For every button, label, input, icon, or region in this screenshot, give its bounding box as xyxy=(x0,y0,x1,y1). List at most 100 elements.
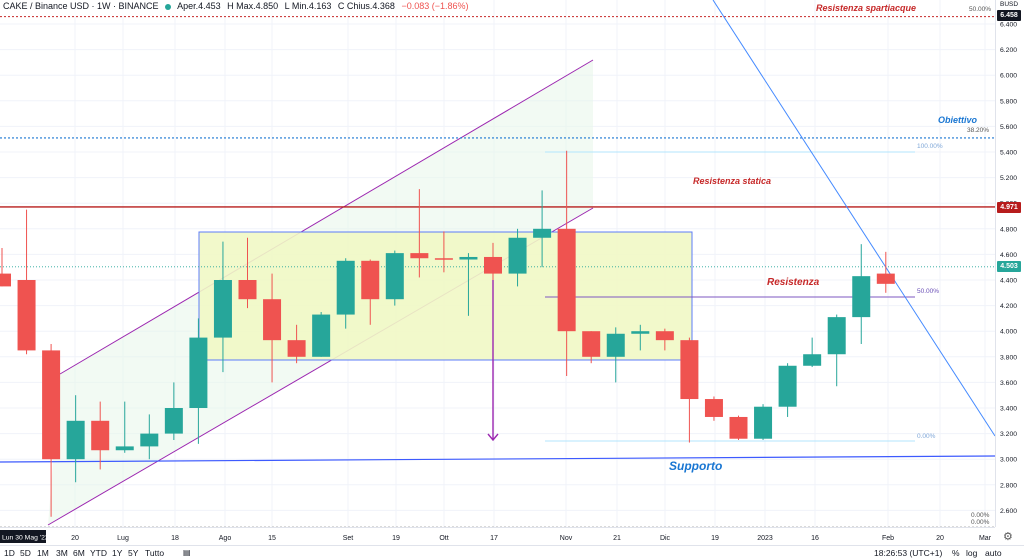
candle-body xyxy=(508,237,527,274)
y-tick-label: 4.400 xyxy=(1000,278,1017,285)
range-1m[interactable]: 1M xyxy=(37,548,49,558)
x-tick-label: 20 xyxy=(936,535,944,542)
y-tick-label: 4.600 xyxy=(1000,252,1017,259)
range-ytd[interactable]: YTD xyxy=(90,548,107,558)
channel-upper-line xyxy=(59,59,594,375)
range-5y[interactable]: 5Y xyxy=(128,548,139,558)
x-tick-label: 15 xyxy=(268,535,276,542)
chart-area[interactable]: Resistenza spartiacque 50.00% Obiettivo … xyxy=(0,0,995,527)
candle-body xyxy=(189,337,208,408)
range-3m[interactable]: 3M xyxy=(56,548,68,558)
y-tick-label: 5.400 xyxy=(1000,150,1017,157)
y-tick-label: 6.000 xyxy=(1000,73,1017,80)
range-1d[interactable]: 1D xyxy=(4,548,15,558)
target-arrow xyxy=(487,280,499,442)
price-tag-top: 6.458 xyxy=(997,10,1021,21)
annotation-resistenza-spartiacque[interactable]: Resistenza spartiacque xyxy=(816,3,917,13)
x-tick-label: Nov xyxy=(560,535,573,542)
x-tick-label: Mar xyxy=(979,535,992,542)
candle-body xyxy=(361,260,380,300)
candle-body xyxy=(582,331,601,357)
candle-body xyxy=(827,317,846,355)
candle-body xyxy=(631,331,650,334)
candle-body xyxy=(17,280,36,351)
x-tick-label: Dic xyxy=(660,535,671,542)
y-tick-label: 5.200 xyxy=(1000,175,1017,182)
candle-body xyxy=(803,354,822,366)
fib-label-38: 38.20% xyxy=(967,127,990,134)
y-tick-label: 3.800 xyxy=(1000,354,1017,361)
clock-display[interactable]: 18:26:53 (UTC+1) xyxy=(874,548,943,558)
y-tick-label: 6.400 xyxy=(1000,22,1017,29)
candle-body xyxy=(0,273,11,287)
bottom-toolbar: 1D 5D 1M 3M 6M YTD 1Y 5Y Tutto ▤ 18:26:5… xyxy=(0,545,1024,560)
x-tick-label: Ago xyxy=(219,535,232,542)
y-tick-label: 4.200 xyxy=(1000,303,1017,310)
candle-body xyxy=(42,350,61,460)
candle-body xyxy=(655,331,674,341)
candle-body xyxy=(385,253,404,300)
annotation-obiettivo[interactable]: Obiettivo xyxy=(938,115,978,125)
legend-open: Aper.4.453 xyxy=(177,1,221,11)
drawings-layer xyxy=(0,0,995,527)
annotation-resistenza-statica[interactable]: Resistenza statica xyxy=(693,176,772,186)
y-tick-label: 3.200 xyxy=(1000,431,1017,438)
support-line xyxy=(0,455,995,463)
candle-body xyxy=(680,340,699,400)
range-6m[interactable]: 6M xyxy=(73,548,85,558)
x-tick-label: Lug xyxy=(117,535,129,542)
range-1y[interactable]: 1Y xyxy=(112,548,123,558)
range-all[interactable]: Tutto xyxy=(145,548,165,558)
calendar-icon[interactable]: ▤ xyxy=(183,548,191,557)
fib-label-50-top: 50.00% xyxy=(969,6,992,13)
first-date-badge xyxy=(0,530,46,543)
x-tick-label: 2023 xyxy=(757,535,773,542)
x-tick-label: 20 xyxy=(71,535,79,542)
legend-low: L Min.4.163 xyxy=(284,1,332,11)
legend-change: −0.083 (−1.86%) xyxy=(401,1,469,11)
price-tag-last: 4.503 xyxy=(997,261,1021,272)
percent-toggle[interactable]: % xyxy=(952,548,960,558)
range-5d[interactable]: 5D xyxy=(20,548,31,558)
fib-label-0-b2: 0.00% xyxy=(971,519,990,526)
y-tick-label: 5.800 xyxy=(1000,98,1017,105)
y-tick-label: 2.600 xyxy=(1000,508,1017,515)
market-status-dot xyxy=(164,3,171,10)
candle-body xyxy=(754,406,773,439)
candle-body xyxy=(66,420,85,460)
legend-high: H Max.4.850 xyxy=(227,1,279,11)
candle-body xyxy=(164,408,183,434)
candle-body xyxy=(459,256,478,260)
candle-body xyxy=(140,433,159,447)
x-tick-label: 18 xyxy=(171,535,179,542)
candle-body xyxy=(484,256,502,274)
gear-icon[interactable]: ⚙ xyxy=(1003,531,1013,543)
x-tick-label: Set xyxy=(343,535,354,542)
candle-body xyxy=(876,273,895,284)
y-tick-label: 3.000 xyxy=(1000,457,1017,464)
auto-toggle[interactable]: auto xyxy=(985,548,1002,558)
x-tick-label: 17 xyxy=(490,535,498,542)
log-toggle[interactable]: log xyxy=(966,548,978,558)
price-unit: BUSD xyxy=(1000,1,1019,8)
annotation-supporto[interactable]: Supporto xyxy=(669,459,723,473)
candle-body xyxy=(729,416,748,439)
annotation-resistenza[interactable]: Resistenza xyxy=(767,277,820,288)
candle-body xyxy=(557,228,576,332)
candle-body xyxy=(115,446,134,451)
candle-body xyxy=(213,280,232,338)
symbol-legend[interactable]: CAKE / Binance USD · 1W · BINANCE Aper.4… xyxy=(0,0,476,16)
x-tick-label: 19 xyxy=(711,535,719,542)
symbol-title[interactable]: CAKE / Binance USD · 1W · BINANCE xyxy=(3,1,159,11)
time-axis[interactable]: 20 Lug 18 Ago 15 Set 19 Ott 17 Nov 21 Dic 19 2023 16 Fe… xyxy=(0,527,995,546)
candle-body xyxy=(410,253,429,259)
y-tick-label: 4.800 xyxy=(1000,226,1017,233)
price-chart[interactable] xyxy=(0,0,995,527)
x-tick-label: 21 xyxy=(613,535,621,542)
descending-trendline xyxy=(712,0,995,437)
legend-close: C Chius.4.368 xyxy=(337,1,395,11)
x-tick-label: Feb xyxy=(882,535,894,542)
fib-label-50-mid: 50.00% xyxy=(917,288,940,295)
candle-body xyxy=(533,228,552,238)
candle-body xyxy=(778,365,797,407)
